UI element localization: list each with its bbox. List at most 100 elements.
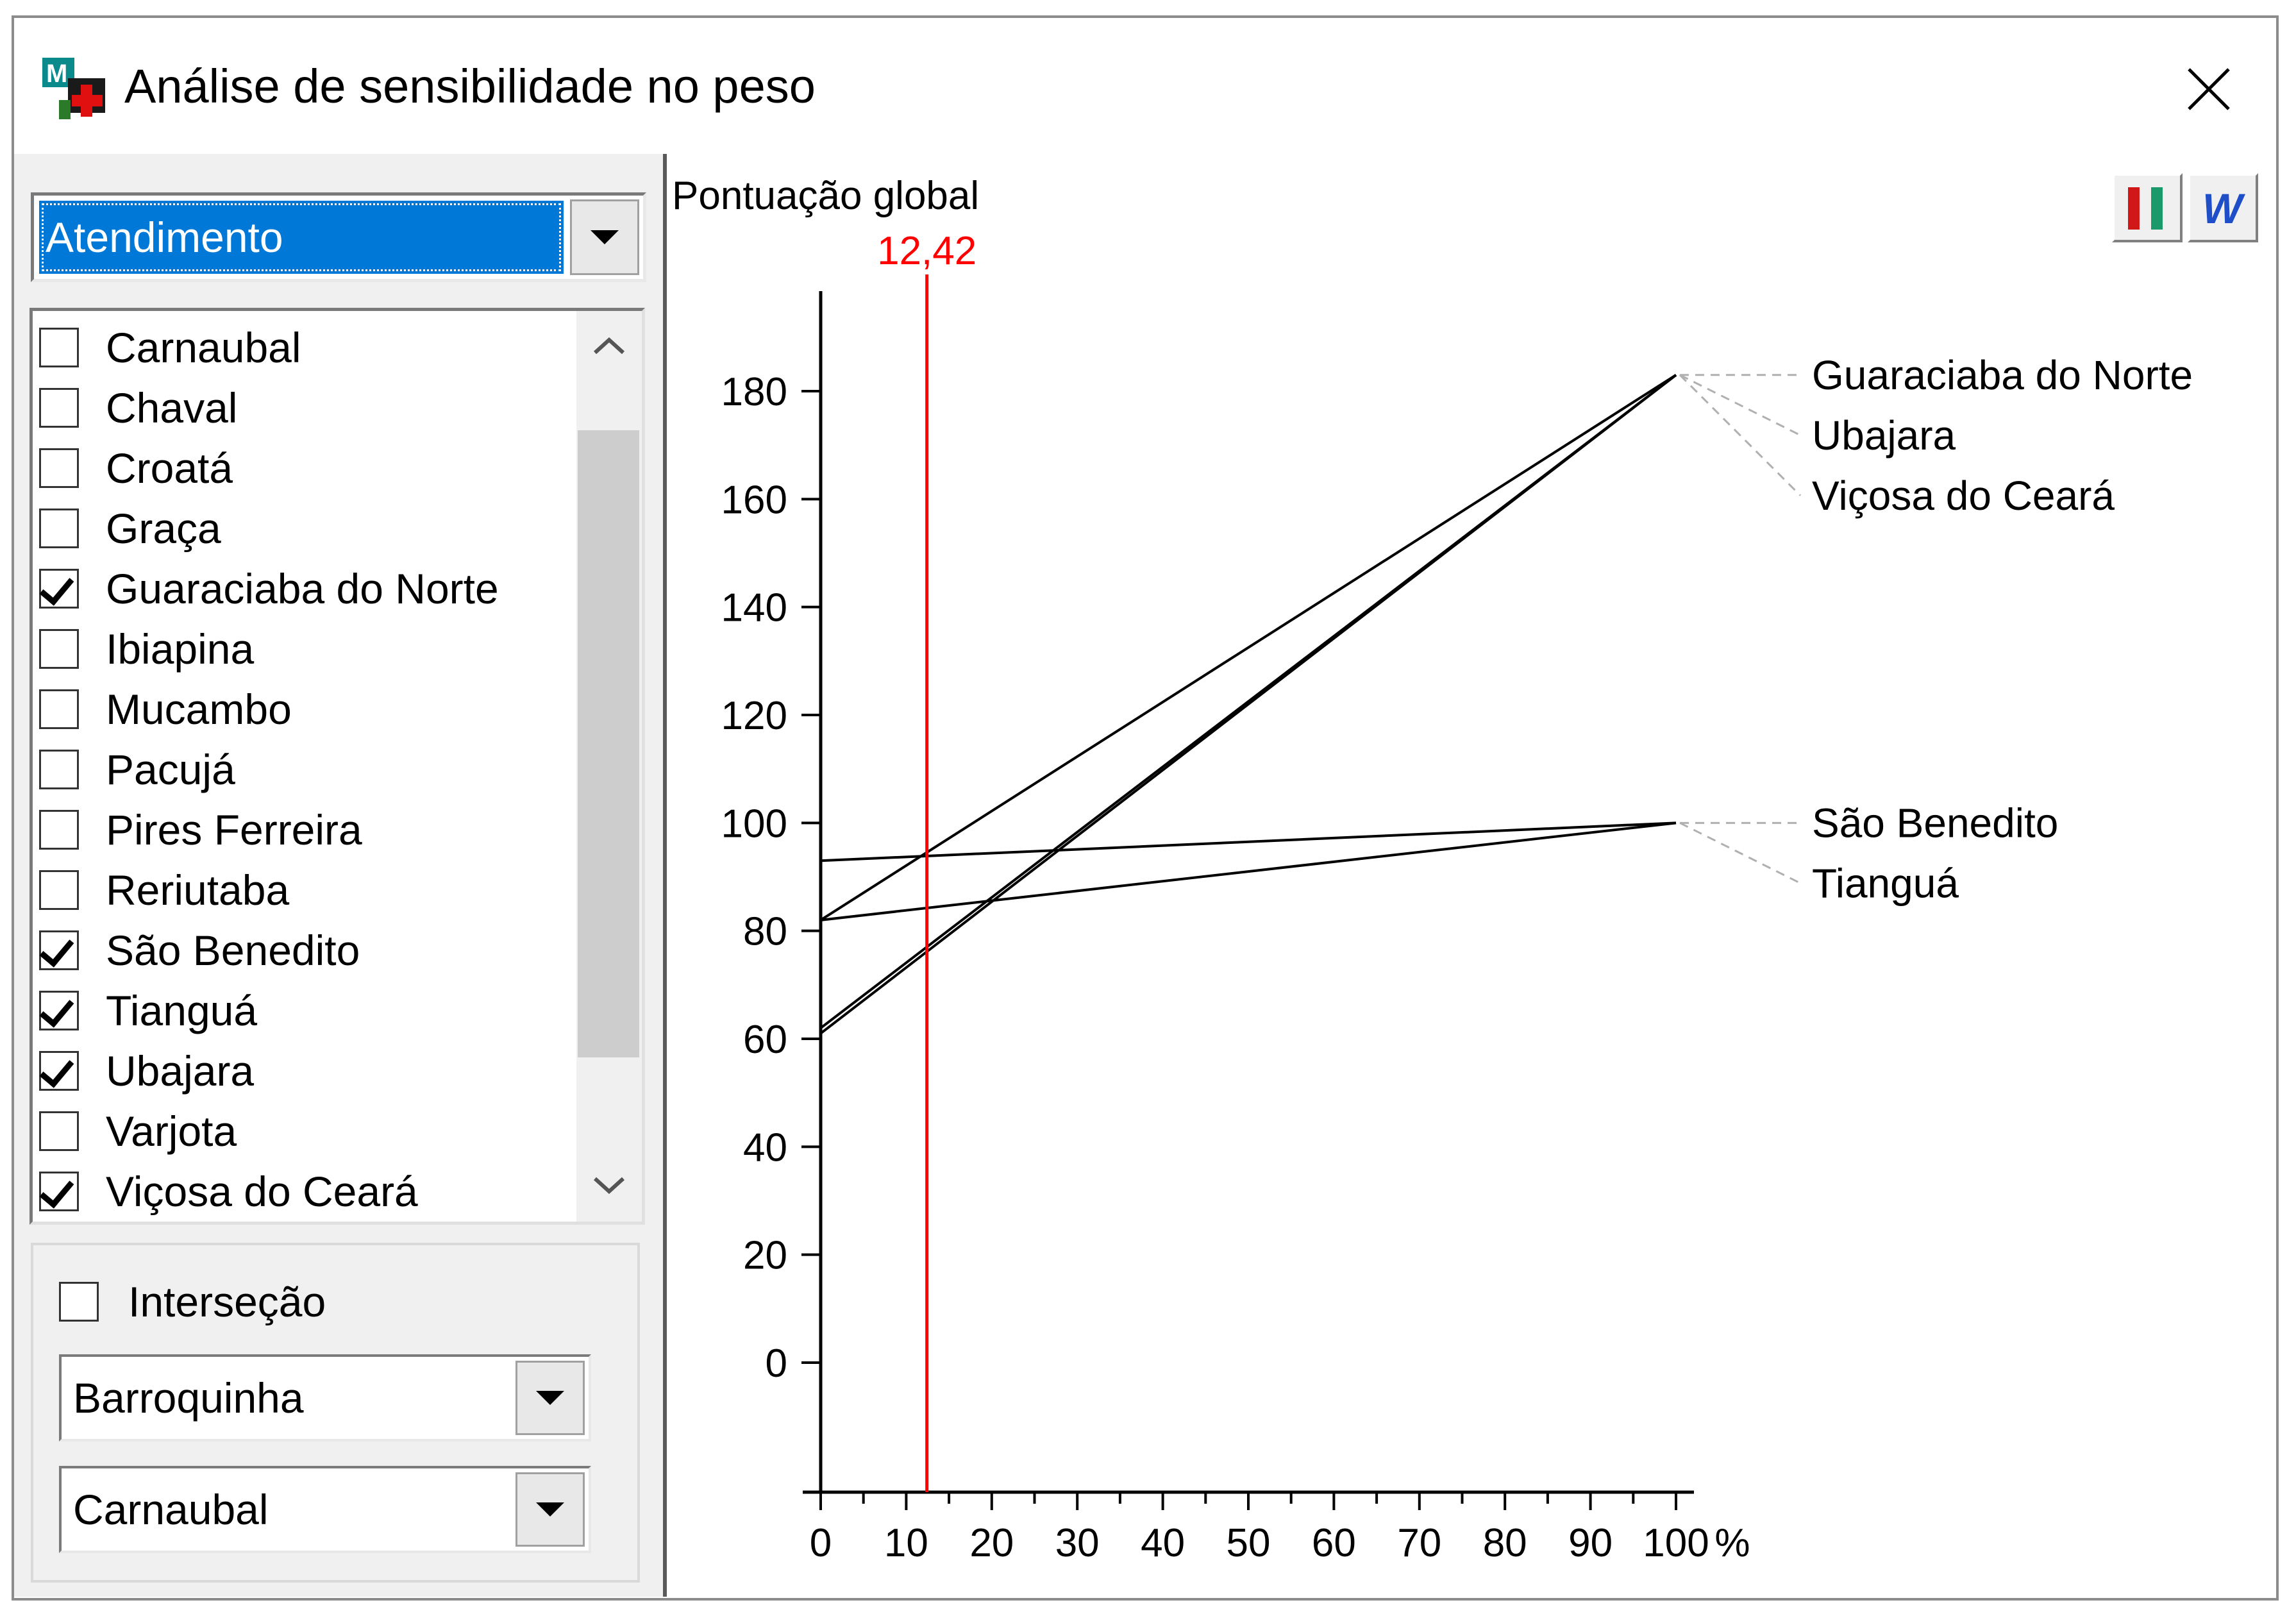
checkmark-icon <box>39 569 74 606</box>
list-item[interactable]: Carnaubal <box>39 317 571 378</box>
alternative-label: Chaval <box>106 384 238 432</box>
intersection-a-dropdown-button[interactable] <box>515 1361 585 1435</box>
list-item[interactable]: Varjota <box>39 1101 571 1161</box>
svg-text:W: W <box>2202 185 2245 232</box>
list-item[interactable]: Ibiapina <box>39 619 571 679</box>
series-line <box>819 374 1677 1035</box>
intersection-select-b[interactable]: Carnaubal <box>59 1466 591 1553</box>
bar-chart-icon <box>2128 187 2163 230</box>
intersection-checkbox[interactable] <box>59 1282 99 1322</box>
legend-leader <box>1679 374 1801 437</box>
y-tick-label: 140 <box>721 586 787 630</box>
x-tick-label: 20 <box>969 1521 1014 1565</box>
x-tick-label: 50 <box>1227 1521 1271 1565</box>
y-tick-label: 160 <box>721 478 787 522</box>
y-tick-label: 60 <box>743 1018 787 1062</box>
list-item[interactable]: Guaraciaba do Norte <box>39 559 571 619</box>
intersection-select-a[interactable]: Barroquinha <box>59 1354 591 1442</box>
alternative-checkbox[interactable] <box>39 1051 79 1091</box>
alternative-checkbox[interactable] <box>39 569 79 609</box>
legend-label: São Benedito <box>1812 800 2058 846</box>
alternative-checkbox[interactable] <box>39 1111 79 1151</box>
alternative-label: Mucambo <box>106 685 292 733</box>
intersection-select-b-value: Carnaubal <box>73 1486 269 1533</box>
list-item[interactable]: Croatá <box>39 438 571 498</box>
criterion-select-value: Atendimento <box>39 201 564 274</box>
legend-leader <box>1679 374 1802 496</box>
x-tick-label: 100 <box>1643 1521 1709 1565</box>
alternative-checkbox[interactable] <box>39 870 79 910</box>
chart-options-button[interactable] <box>2112 173 2183 242</box>
close-icon[interactable] <box>2180 60 2238 118</box>
sensitivity-analysis-window: M Análise de sensibilidade no peso Atend… <box>12 15 2279 1601</box>
alternative-checkbox[interactable] <box>39 689 79 729</box>
scroll-down-button[interactable] <box>576 1155 642 1216</box>
criterion-select[interactable]: Atendimento <box>31 192 646 282</box>
criterion-dropdown-button[interactable] <box>570 199 639 275</box>
list-scrollbar[interactable] <box>576 311 642 1222</box>
list-item[interactable]: Pacujá <box>39 739 571 800</box>
alternative-checkbox[interactable] <box>39 930 79 970</box>
x-tick-label: 30 <box>1055 1521 1100 1565</box>
checkmark-icon <box>39 1052 74 1088</box>
alternative-label: Reriutaba <box>106 866 290 914</box>
y-tick-label: 180 <box>721 370 787 414</box>
list-item[interactable]: Reriutaba <box>39 860 571 920</box>
legend-leader <box>1679 821 1801 884</box>
chevron-down-icon <box>536 1502 564 1517</box>
checkmark-icon <box>39 1172 74 1209</box>
alternative-checkbox[interactable] <box>39 629 79 669</box>
x-tick-label: 60 <box>1312 1521 1356 1565</box>
chart-area: W Pontuação global 0 20 40 60 80 100 120 140 160… <box>667 154 2276 1597</box>
alternative-checkbox[interactable] <box>39 1172 79 1211</box>
intersection-checkbox-row[interactable]: Interseção <box>59 1271 326 1332</box>
alternative-checkbox[interactable] <box>39 448 79 488</box>
scroll-up-button[interactable] <box>576 315 642 376</box>
alternative-label: Ibiapina <box>106 625 255 673</box>
chart-axes: 0 20 40 60 80 100 120 140 160 180 0 10 20 30 40 50 60 70 8… <box>721 291 1750 1565</box>
current-weight-label: 12,42 <box>877 229 976 273</box>
svg-text:M: M <box>46 60 67 88</box>
alternative-checkbox[interactable] <box>39 750 79 789</box>
alternative-label: Guaraciaba do Norte <box>106 565 499 612</box>
list-item[interactable]: Viçosa do Ceará <box>39 1161 571 1222</box>
current-weight-marker[interactable]: 12,42 <box>877 229 976 1492</box>
legend-label: Tianguá <box>1812 860 1959 906</box>
alternative-label: Croatá <box>106 444 233 492</box>
series-line <box>819 374 1677 921</box>
list-item[interactable]: Ubajara <box>39 1041 571 1101</box>
scroll-thumb[interactable] <box>578 430 639 1057</box>
x-tick-label: 40 <box>1141 1521 1185 1565</box>
alternative-checkbox[interactable] <box>39 509 79 548</box>
list-item[interactable]: Mucambo <box>39 679 571 739</box>
alternative-checkbox[interactable] <box>39 991 79 1030</box>
list-item[interactable]: Tianguá <box>39 980 571 1041</box>
intersection-group: Interseção Barroquinha Carnaubal <box>31 1243 640 1583</box>
alternative-label: Pires Ferreira <box>106 806 362 853</box>
word-export-button[interactable]: W <box>2188 173 2258 242</box>
alternative-checkbox[interactable] <box>39 810 79 850</box>
y-axis-title: Pontuação global <box>672 174 979 218</box>
list-item[interactable]: Pires Ferreira <box>39 800 571 860</box>
list-item[interactable]: Graça <box>39 498 571 559</box>
macbeth-app-icon: M <box>42 58 105 119</box>
alternative-label: Pacujá <box>106 746 235 793</box>
legend-label: Viçosa do Ceará <box>1812 473 2115 519</box>
alternative-label: Graça <box>106 505 221 552</box>
alternative-checkbox[interactable] <box>39 328 79 367</box>
list-item[interactable]: São Benedito <box>39 920 571 980</box>
intersection-b-dropdown-button[interactable] <box>515 1472 585 1547</box>
alternative-checkbox[interactable] <box>39 388 79 428</box>
word-export-icon: W <box>2202 185 2245 232</box>
chart-legend: Guaraciaba do Norte Ubajara Viçosa do Cear… <box>1679 352 2193 906</box>
chevron-down-icon <box>536 1391 564 1405</box>
legend-label: Ubajara <box>1812 412 1956 458</box>
x-tick-label: 0 <box>810 1521 832 1565</box>
y-tick-label: 20 <box>743 1234 787 1278</box>
alternatives-list[interactable]: Carnaubal Chaval Croatá Graça Guaraciaba do … <box>29 308 645 1225</box>
y-tick-label: 100 <box>721 802 787 846</box>
window-title: Análise de sensibilidade no peso <box>124 60 816 113</box>
list-item[interactable]: Chaval <box>39 378 571 438</box>
alternative-label: Carnaubal <box>106 324 301 371</box>
alternative-label: São Benedito <box>106 927 360 974</box>
